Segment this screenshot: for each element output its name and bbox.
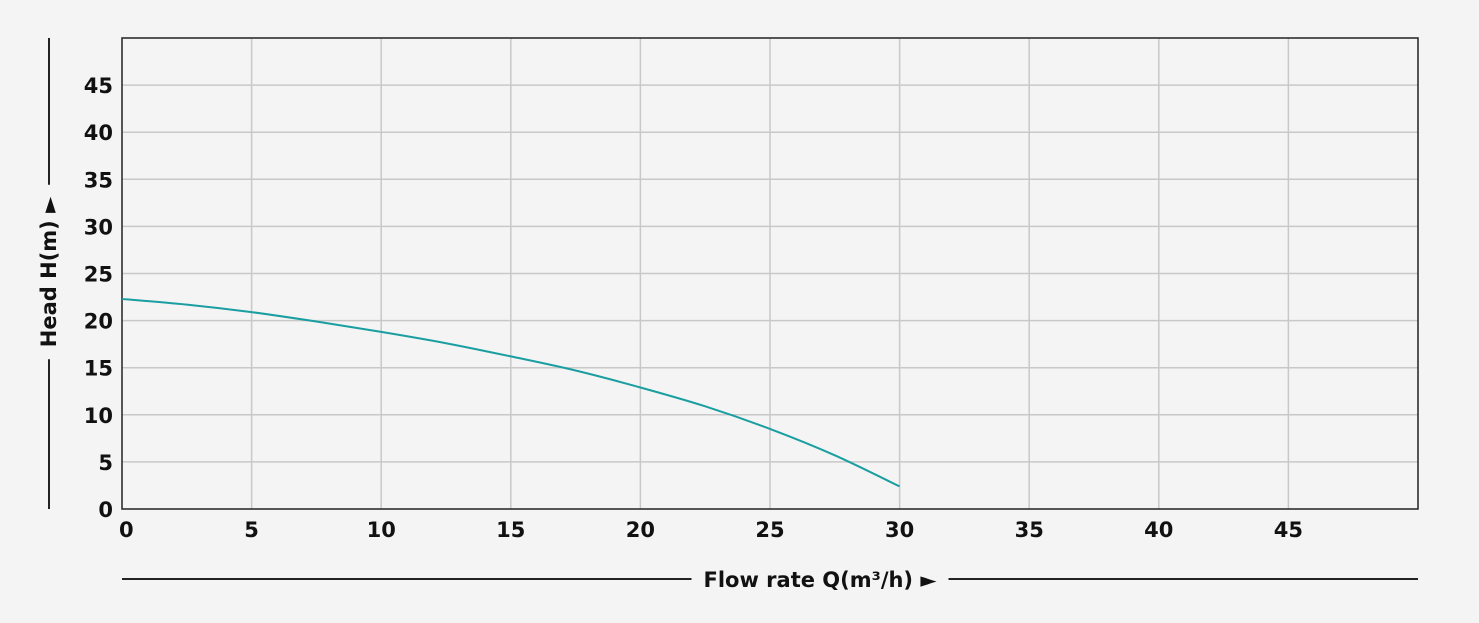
x-tick-label-40: 40 [1144, 518, 1173, 542]
y-tick-label-35: 35 [84, 168, 113, 192]
x-tick-labels: 0 5 10 15 20 25 30 35 40 45 [119, 518, 1303, 542]
y-tick-label-30: 30 [84, 215, 113, 239]
y-tick-label-5: 5 [98, 451, 113, 475]
y-axis-title: Head H(m) ► [37, 196, 61, 347]
y-tick-label-40: 40 [84, 121, 113, 145]
x-axis-title: Flow rate Q(m³/h) ► [703, 568, 937, 592]
x-tick-label-35: 35 [1015, 518, 1044, 542]
grid-layer [122, 38, 1418, 509]
x-tick-label-20: 20 [626, 518, 655, 542]
y-tick-label-20: 20 [84, 310, 113, 334]
y-tick-label-45: 45 [84, 74, 113, 98]
series-line-head-curve [121, 297, 901, 488]
x-tick-label-15: 15 [496, 518, 525, 542]
y-tick-label-15: 15 [84, 357, 113, 381]
y-tick-labels: 0 5 10 15 20 25 30 35 40 45 [84, 74, 113, 522]
y-tick-label-25: 25 [84, 263, 113, 287]
y-tick-label-10: 10 [84, 404, 113, 428]
x-tick-label-0: 0 [119, 518, 134, 542]
y-tick-label-0: 0 [98, 498, 113, 522]
x-tick-label-5: 5 [244, 518, 259, 542]
x-tick-label-30: 30 [885, 518, 914, 542]
x-tick-label-45: 45 [1274, 518, 1303, 542]
plot-frame [121, 37, 1419, 510]
x-tick-label-10: 10 [367, 518, 396, 542]
x-tick-label-25: 25 [755, 518, 784, 542]
